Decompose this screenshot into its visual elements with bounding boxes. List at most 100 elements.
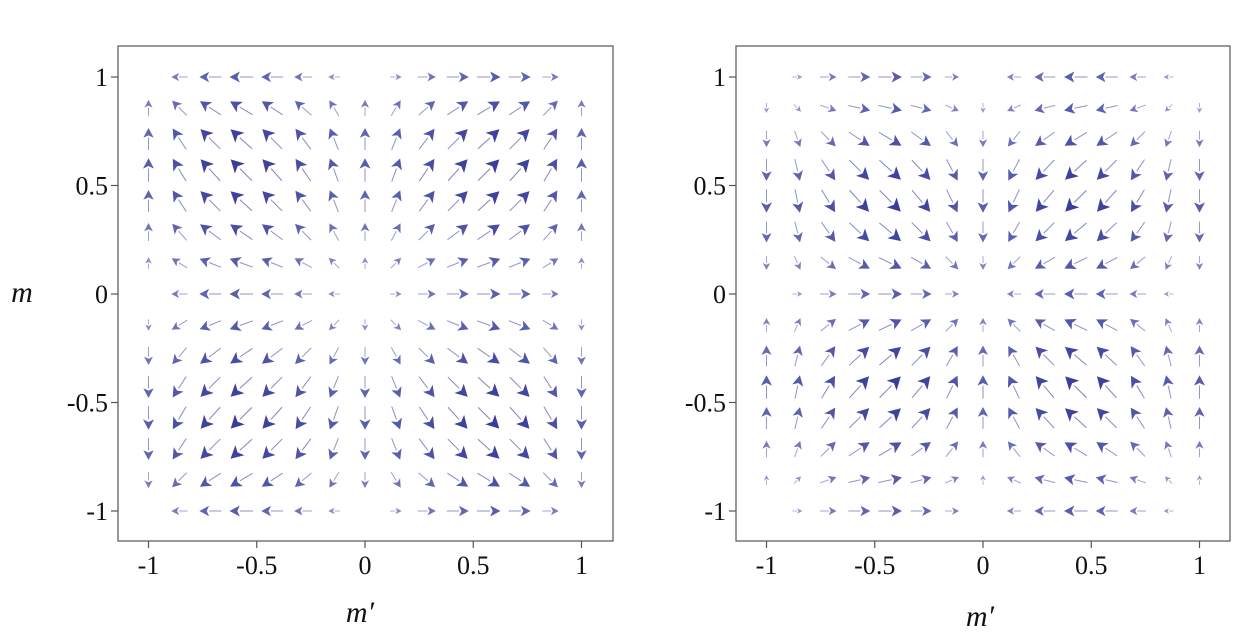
- y-tick-label: 1: [95, 63, 108, 92]
- field-arrow-shaft: [946, 385, 954, 399]
- field-arrow-shaft: [1043, 479, 1056, 484]
- field-arrow-head: [1130, 407, 1142, 420]
- y-tick-label: -1: [704, 497, 726, 526]
- field-arrow-head: [1129, 506, 1138, 516]
- field-arrow-shaft: [417, 319, 428, 326]
- field-arrow-shaft: [333, 438, 339, 451]
- field-arrow-shaft: [879, 222, 892, 234]
- field-arrow-shaft: [390, 319, 397, 326]
- field-arrow-shaft: [390, 230, 397, 241]
- field-arrow-head: [422, 415, 435, 430]
- field-arrow-head: [229, 505, 240, 517]
- field-arrow-head: [328, 386, 339, 398]
- field-arrow-shaft: [1136, 221, 1146, 234]
- field-arrow-head: [423, 223, 435, 235]
- field-arrow-head: [391, 448, 402, 460]
- field-arrow-head: [261, 320, 273, 331]
- field-arrow-head: [948, 136, 959, 147]
- field-arrow-head: [978, 345, 988, 355]
- field-arrow-shaft: [1136, 256, 1146, 264]
- field-arrow-head: [1130, 346, 1142, 359]
- field-arrow-head: [200, 191, 214, 205]
- field-arrow-head: [1035, 135, 1047, 146]
- field-arrow-head: [393, 257, 402, 266]
- field-arrow-head: [1130, 318, 1140, 329]
- field-arrow-shaft: [1043, 447, 1055, 457]
- field-arrow-head: [328, 417, 339, 430]
- field-arrow-shaft: [1105, 354, 1118, 366]
- field-arrow-head: [1130, 375, 1143, 389]
- field-arrow-shaft: [820, 447, 830, 457]
- field-arrow-head: [486, 224, 500, 237]
- field-arrow-shaft: [208, 106, 222, 116]
- field-arrow-head: [145, 324, 152, 331]
- field-arrow-head: [857, 134, 870, 146]
- field-arrow-head: [826, 259, 836, 270]
- field-arrow-shaft: [1043, 354, 1055, 366]
- field-arrow-shaft: [1043, 131, 1055, 141]
- field-arrow-shaft: [848, 447, 861, 457]
- field-arrow-shaft: [447, 137, 460, 150]
- field-arrow-head: [890, 102, 902, 114]
- field-arrow-head: [485, 383, 500, 397]
- field-arrow-head: [546, 190, 558, 203]
- field-arrow-head: [547, 477, 558, 488]
- field-arrow-head: [792, 201, 804, 213]
- field-arrow-shaft: [477, 168, 491, 181]
- field-arrow-shaft: [1074, 131, 1088, 141]
- field-arrow-shaft: [509, 199, 522, 212]
- field-arrow-shaft: [270, 168, 283, 182]
- field-arrow-head: [1034, 319, 1047, 330]
- field-arrow-head: [359, 127, 371, 138]
- field-arrow-shaft: [178, 319, 188, 326]
- field-arrow-head: [1034, 474, 1045, 485]
- field-arrow-head: [172, 416, 184, 430]
- field-arrow-shaft: [1167, 221, 1172, 234]
- field-arrow-shaft: [849, 159, 861, 172]
- field-arrow-head: [577, 356, 586, 365]
- field-arrow-head: [145, 257, 152, 264]
- field-arrow-shaft: [879, 385, 892, 398]
- field-arrow-head: [1008, 230, 1018, 243]
- field-arrow-head: [1064, 134, 1078, 146]
- field-arrow-head: [1096, 134, 1109, 146]
- field-arrow-head: [454, 383, 468, 397]
- field-arrow-head: [262, 383, 276, 397]
- field-arrow-head: [1096, 228, 1110, 242]
- field-arrow-shaft: [1168, 104, 1173, 108]
- field-arrow-shaft: [1043, 189, 1055, 203]
- field-arrow-head: [230, 101, 243, 113]
- field-arrow-head: [360, 480, 370, 489]
- field-arrow-head: [490, 505, 501, 517]
- x-tick-label: -1: [756, 551, 778, 580]
- field-arrow-head: [455, 475, 469, 487]
- field-arrow-shaft: [1136, 131, 1146, 141]
- field-arrow-shaft: [239, 262, 254, 268]
- field-arrow-head: [392, 223, 401, 234]
- field-arrow-shaft: [477, 438, 491, 451]
- field-arrow-shaft: [1105, 104, 1118, 109]
- field-arrow-head: [262, 445, 276, 459]
- y-tick-label: 0: [95, 280, 108, 309]
- field-arrow-shaft: [543, 230, 552, 241]
- field-arrow-head: [517, 101, 531, 113]
- left-x-axis-label: m′: [346, 596, 375, 629]
- field-arrow-head: [516, 191, 530, 205]
- field-arrow-head: [261, 505, 271, 517]
- field-arrow-head: [792, 231, 803, 243]
- field-arrow-head: [328, 73, 335, 81]
- field-arrow-head: [485, 414, 500, 429]
- field-arrow-shaft: [447, 406, 460, 420]
- field-arrow-head: [1194, 171, 1205, 181]
- field-arrow-head: [230, 414, 245, 429]
- field-arrow-head: [948, 230, 958, 243]
- field-arrow-head: [948, 345, 958, 358]
- field-arrow-head: [1163, 508, 1169, 514]
- field-arrow-shaft: [821, 385, 830, 399]
- field-arrow-head: [763, 107, 770, 113]
- field-arrow-head: [792, 375, 804, 387]
- field-arrow-head: [391, 417, 402, 430]
- field-arrow-shaft: [477, 199, 491, 212]
- field-arrow-head: [172, 100, 183, 111]
- left-arrows-group: [142, 71, 588, 517]
